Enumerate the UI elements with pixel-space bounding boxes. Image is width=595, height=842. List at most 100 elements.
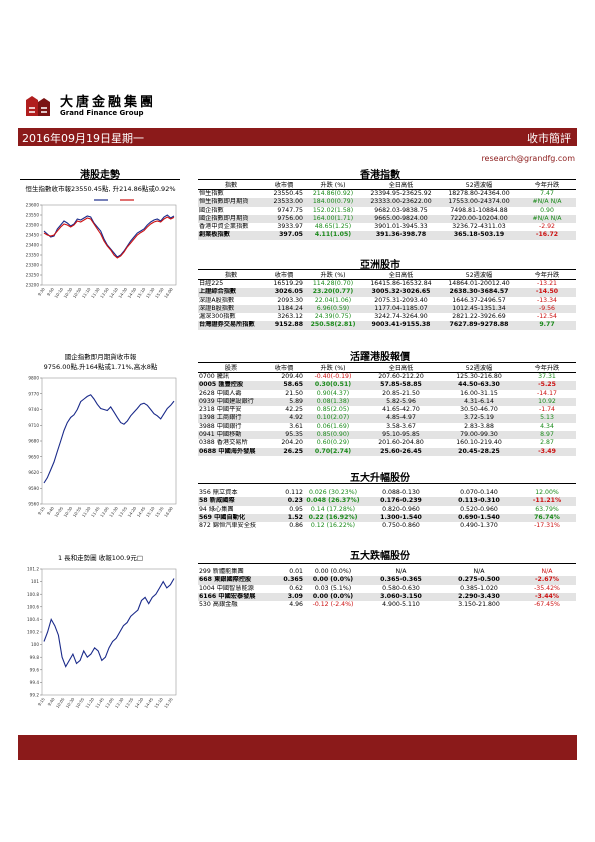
cell-ytd: #N/A N/A (518, 214, 576, 224)
cell-close: 204.20 (281, 439, 303, 447)
cell-close: 0.365 (264, 576, 304, 585)
x-tick-label: 9:15 (37, 505, 47, 516)
x-tick-label: 9:40 (46, 505, 56, 516)
x-tick-label: 13:30 (108, 505, 119, 518)
column-header: 全日高低 (362, 270, 440, 280)
cell-close: 3.09 (264, 592, 304, 602)
company-logo: 大唐金融集團 Grand Finance Group (22, 90, 192, 126)
cell-change: 0.048 (26.37%) (304, 497, 362, 506)
email-link[interactable]: research@grandfg.com (481, 154, 575, 163)
y-tick-label: 23400 (26, 243, 40, 248)
cell-range: 207.60-212.20 (378, 373, 424, 380)
table-row: 0941 中國移動 95.35 0.85(0.90) 95.10-95.85 79.00… (198, 431, 576, 440)
company-name-en: Grand Finance Group (60, 109, 144, 117)
section-title-gainers: 五大升幅股份 (350, 473, 410, 484)
cell-change: 0.00 (0.0%) (304, 576, 362, 585)
cell-change: 0.30(0.51) (304, 381, 362, 390)
cell-w52: 3.150-21.800 (458, 601, 500, 609)
x-tick-label: 11:20 (84, 696, 95, 709)
cell-name: 日經225 (199, 280, 224, 287)
cell-name: 國企指數即月期貨 (198, 214, 264, 224)
cell-change: 0.14 (17.28%) (310, 505, 356, 513)
cell-name: 香港中資企業指數 (199, 223, 249, 231)
table-row: 恒生指數即月期貨 23533.00 184.00(0.79) 23333.00-236… (198, 198, 576, 207)
cell-name: 58 新威國際 (198, 497, 264, 506)
cell-name: 0688 中國海外發展 (198, 447, 264, 456)
cell-name: 6166 中國宏泰發展 (198, 592, 264, 602)
table-row: 530 高銀金融 4.96 -0.12 (-2.4%) 4.900-5.110 3.15… (198, 601, 576, 609)
cell-range: 3242.74-3264.90 (374, 313, 428, 321)
cell-ytd: -14.50 (518, 288, 576, 297)
x-tick-label: 13:05 (99, 505, 110, 518)
x-tick-label: 16:00 (163, 286, 174, 299)
table-row: 0005 匯豐控股 58.65 0.30(0.51) 57.85-58.85 44.50… (198, 381, 576, 390)
cell-range: 4.85-4.97 (362, 414, 440, 423)
x-tick-label: 14:10 (108, 286, 119, 299)
x-tick-label: 11:45 (90, 505, 101, 518)
cell-ytd: 76.74% (518, 513, 576, 523)
cell-close: 16519.29 (273, 280, 303, 287)
cell-range: 3.060-3.150 (362, 592, 440, 602)
ckh-stock-chart: 101.2 101 100.8 100.6 100.4 100.2 100 99.8 99.6 9… (27, 567, 177, 709)
cell-w52: 14864.01-20012.40 (448, 280, 510, 287)
y-tick-label: 100.6 (27, 604, 39, 609)
cell-name: 台灣證券交易所指數 (198, 321, 264, 330)
cell-range: 1.300-1.540 (362, 513, 440, 523)
cell-close: 95.35 (264, 431, 304, 440)
cell-range: 391.36-398.78 (362, 231, 440, 240)
cell-w52: 44.50-63.30 (440, 381, 518, 390)
table-row: 深證B股指數 1184.24 6.96(0.59) 1177.04-1185.07 10… (198, 304, 576, 314)
table-row: 滬深300指數 3263.12 24.39(0.75) 3242.74-3264.90… (198, 313, 576, 321)
divider (198, 269, 576, 270)
section-title-hk-index: 香港指數 (360, 170, 400, 181)
cell-name: 3988 中國銀行 (199, 422, 242, 430)
table-row: 日經225 16519.29 114.28(0.70) 16415.86-16532.… (198, 280, 576, 289)
cell-w52: 2.290-3.430 (440, 592, 518, 602)
table-row: 58 新威國際 0.23 0.048 (26.37%) 0.176-0.239 0.11… (198, 497, 576, 506)
x-tick-label: 10:55 (72, 505, 83, 518)
x-tick-label: 13:05 (104, 696, 115, 709)
cell-name: 872 錦恒汽車安全技 (199, 522, 257, 530)
x-tick-label: 9:40 (46, 696, 56, 707)
column-header: 全日高低 (362, 363, 440, 373)
cell-change: 0.85(2.05) (316, 406, 350, 414)
divider (198, 483, 576, 484)
cell-ytd: -2.92 (538, 223, 555, 231)
x-tick-label: 15:35 (163, 696, 174, 709)
cell-range: 9003.41-9155.38 (362, 321, 440, 330)
table-row: 國企指數 9747.75 152.02(1.58) 9682.03-9838.75 74… (198, 207, 576, 215)
x-tick-label: 10:10 (53, 286, 64, 299)
cell-close: 21.50 (285, 389, 303, 397)
column-header: 股票 (198, 363, 264, 373)
cell-w52: 7627.89-9278.88 (440, 321, 518, 330)
section-title-losers: 五大跌幅股份 (350, 551, 410, 562)
cell-w52: 0.690-1.540 (440, 513, 518, 523)
cell-ytd: 7.47 (540, 190, 554, 197)
cell-ytd: 5.13 (518, 414, 576, 423)
cell-range: 4.900-5.110 (382, 601, 420, 609)
y-tick-label: 9680 (28, 439, 39, 444)
cell-ytd: -16.72 (518, 231, 576, 240)
cell-ytd: N/A (541, 568, 553, 575)
cell-close: 0.95 (289, 505, 303, 513)
cell-w52: 1646.37-2496.57 (452, 296, 506, 304)
x-tick-label: 14:45 (143, 696, 154, 709)
series-line (43, 216, 175, 259)
cell-ytd: -13.34 (537, 296, 557, 304)
cell-w52: N/A (473, 568, 485, 575)
y-tick-label: 23500 (26, 223, 40, 228)
cell-range: 95.10-95.85 (362, 431, 440, 440)
x-tick-label: 11:20 (81, 505, 92, 518)
section-title-hk-trend: 港股走勢 (80, 170, 120, 181)
y-tick-label: 99.6 (30, 667, 40, 672)
cell-w52: 0.275-0.500 (440, 576, 518, 585)
cell-name: 恒生指數即月期貨 (198, 198, 264, 207)
cell-change: 0.85(0.90) (304, 431, 362, 440)
series-line (43, 578, 175, 668)
column-header: 今年升跌 (518, 180, 576, 190)
cell-change: 0.10(2.07) (304, 414, 362, 423)
x-tick-label: 10:05 (55, 696, 66, 709)
series-line (43, 214, 175, 258)
column-header: 升跌 (%) (304, 180, 362, 190)
cell-name: 668 東銀國際控股 (198, 576, 264, 585)
